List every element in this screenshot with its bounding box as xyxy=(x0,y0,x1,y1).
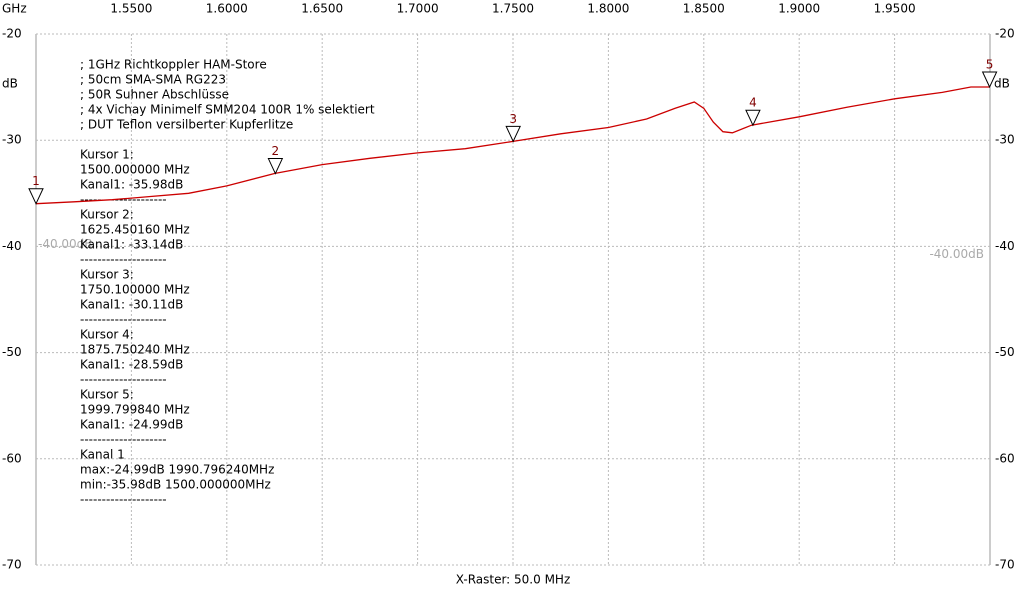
cursor-info: -------------------- xyxy=(80,193,167,207)
marker-label: 1 xyxy=(32,174,40,188)
marker xyxy=(267,158,284,175)
cursor-info: max:-24.99dB 1990.796240MHz xyxy=(80,463,274,477)
cursor-info: -------------------- xyxy=(80,313,167,327)
cursor-info: Kanal 1 xyxy=(80,448,125,462)
cursor-info: Kursor 4: xyxy=(80,328,134,342)
y-tick-label: -40 xyxy=(2,239,22,253)
cursor-info: Kanal1: -28.59dB xyxy=(80,358,183,372)
marker-label: 5 xyxy=(986,57,994,71)
cursor-info: Kursor 2: xyxy=(80,208,134,222)
x-tick-label: 1.8500 xyxy=(683,2,725,16)
trace xyxy=(35,86,990,205)
marker xyxy=(28,188,44,205)
y-unit-right: dB xyxy=(994,77,1010,91)
cursor-info: Kanal1: -33.14dB xyxy=(80,238,183,252)
y-tick-label-right: -30 xyxy=(995,133,1015,147)
y-tick-label: -50 xyxy=(2,345,22,359)
cursor-info: -------------------- xyxy=(80,373,167,387)
x-tick-label: 1.7000 xyxy=(397,2,439,16)
x-tick-label: 1.9000 xyxy=(778,2,820,16)
marker-label: 2 xyxy=(272,144,280,158)
note: ; 50cm SMA-SMA RG223 xyxy=(80,73,226,87)
cursor-info: Kanal1: -24.99dB xyxy=(80,418,183,432)
x-tick-label: 1.6500 xyxy=(301,2,343,16)
y-unit-left: dB xyxy=(2,77,18,91)
cursor-info: -------------------- xyxy=(80,433,167,447)
y-tick-label-right: -40 xyxy=(995,239,1015,253)
y-tick-label: -60 xyxy=(2,451,22,465)
cursor-info: Kursor 5: xyxy=(80,388,134,402)
marker-label: 3 xyxy=(509,112,517,126)
cursor-info: Kanal1: -35.98dB xyxy=(80,178,183,192)
cursor-info: -------------------- xyxy=(80,253,167,267)
cursor-info: 1625.450160 MHz xyxy=(80,223,190,237)
note: ; 4x Vichay Minimelf SMM204 100R 1% sele… xyxy=(80,103,375,117)
cursor-info: Kursor 3: xyxy=(80,268,134,282)
y-tick-label-right: -20 xyxy=(995,27,1015,41)
marker xyxy=(981,71,998,89)
note: ; DUT Teflon versilberter Kupferlitze xyxy=(80,118,293,132)
y-tick-label: -30 xyxy=(2,133,22,147)
x-tick-label: 1.5500 xyxy=(110,2,152,16)
x-tick-label: 1.7500 xyxy=(492,2,534,16)
y-tick-label-right: -50 xyxy=(995,345,1015,359)
y-tick-label-right: -60 xyxy=(995,451,1015,465)
cursor-info: min:-35.98dB 1500.000000MHz xyxy=(80,478,271,492)
note: ; 1GHz Richtkoppler HAM-Store xyxy=(80,58,267,72)
reference-label: -40.00dB xyxy=(929,247,984,261)
x-unit: GHz xyxy=(2,2,27,16)
y-tick-label-right: -70 xyxy=(995,558,1015,572)
x-tick-label: 1.6000 xyxy=(206,2,248,16)
x-tick-label: 1.9500 xyxy=(874,2,916,16)
reference-label: -40.00dB xyxy=(38,237,93,251)
cursor-info: Kanal1: -30.11dB xyxy=(80,298,183,312)
cursor-info: Kursor 1: xyxy=(80,148,134,162)
y-tick-label: -20 xyxy=(2,27,22,41)
cursor-info: 1875.750240 MHz xyxy=(80,343,190,357)
marker xyxy=(505,125,521,143)
x-tick-label: 1.8000 xyxy=(587,2,629,16)
cursor-info: 1750.100000 MHz xyxy=(80,283,190,297)
x-axis-label: X-Raster: 50.0 MHz xyxy=(456,573,571,587)
note: ; 50R Suhner Abschlüsse xyxy=(80,88,229,102)
marker-label: 4 xyxy=(749,96,757,110)
cursor-info: 1999.799840 MHz xyxy=(80,403,190,417)
marker xyxy=(745,109,761,127)
y-tick-label: -70 xyxy=(2,558,22,572)
cursor-info: 1500.000000 MHz xyxy=(80,163,190,177)
cursor-info: -------------------- xyxy=(80,493,167,507)
